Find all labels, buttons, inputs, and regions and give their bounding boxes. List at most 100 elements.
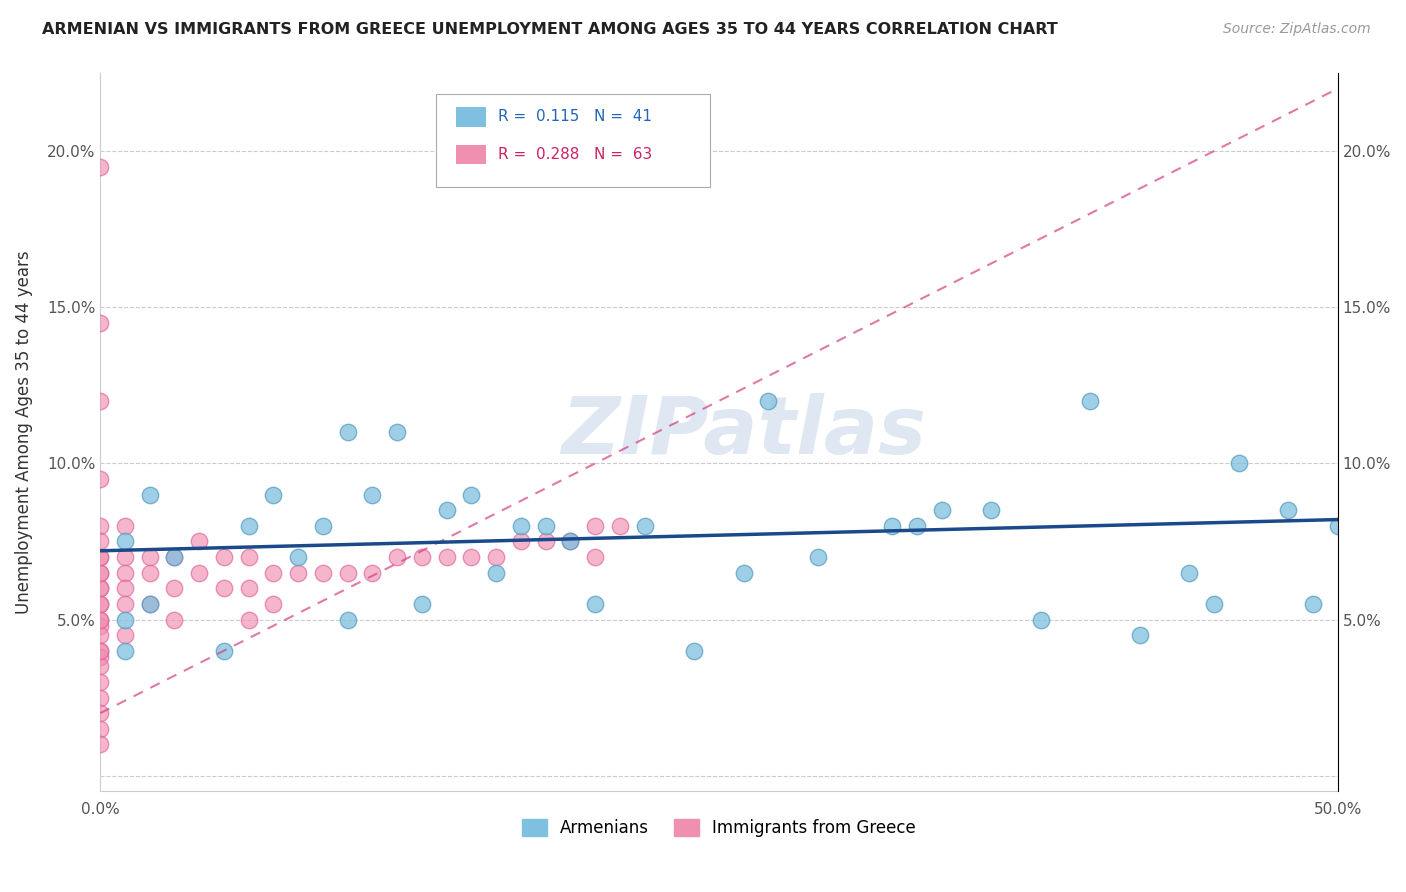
Point [238,613,260,627]
Point [89,597,111,611]
Point [262,566,284,580]
Point [89,582,111,596]
Point [560,534,582,549]
Point [583,597,606,611]
Point [807,549,830,564]
Point [1302,597,1324,611]
Point [905,518,928,533]
Point [212,582,235,596]
Point [583,518,606,533]
Point [1202,597,1225,611]
Point [114,613,136,627]
Point [89,644,111,658]
Point [89,613,111,627]
Point [238,582,260,596]
Point [312,518,335,533]
Point [114,582,136,596]
Point [1326,518,1348,533]
Point [89,518,111,533]
Point [287,566,309,580]
Point [485,566,508,580]
Point [238,518,260,533]
Point [882,518,904,533]
Point [114,644,136,658]
Point [138,597,160,611]
Point [89,613,111,627]
Point [1129,628,1152,642]
Point [89,316,111,330]
Point [89,738,111,752]
Point [287,549,309,564]
Point [262,597,284,611]
Point [509,534,531,549]
Point [436,503,458,517]
Point [460,549,482,564]
Point [460,487,482,501]
Point [361,487,384,501]
Legend: Armenians, Immigrants from Greece: Armenians, Immigrants from Greece [515,813,922,844]
Point [163,549,186,564]
Point [89,549,111,564]
Point [114,549,136,564]
Point [509,518,531,533]
Point [1277,503,1299,517]
Point [89,393,111,408]
Point [583,549,606,564]
Point [931,503,953,517]
Point [385,549,408,564]
Point [1078,393,1101,408]
Point [336,566,359,580]
Point [212,549,235,564]
Point [89,566,111,580]
Point [1178,566,1201,580]
Point [758,393,780,408]
Point [336,613,359,627]
Text: R =  0.115   N =  41: R = 0.115 N = 41 [498,110,652,124]
Text: R =  0.288   N =  63: R = 0.288 N = 63 [498,147,652,161]
Point [89,597,111,611]
Y-axis label: Unemployment Among Ages 35 to 44 years: Unemployment Among Ages 35 to 44 years [15,251,32,614]
Point [89,690,111,705]
Point [114,518,136,533]
Point [534,518,557,533]
Point [212,644,235,658]
Point [89,628,111,642]
Text: ZIPatlas: ZIPatlas [561,393,927,471]
Text: Source: ZipAtlas.com: Source: ZipAtlas.com [1223,22,1371,37]
Point [138,597,160,611]
Point [89,160,111,174]
Text: ARMENIAN VS IMMIGRANTS FROM GREECE UNEMPLOYMENT AMONG AGES 35 TO 44 YEARS CORREL: ARMENIAN VS IMMIGRANTS FROM GREECE UNEMP… [42,22,1057,37]
Point [485,549,508,564]
Point [138,549,160,564]
Point [114,534,136,549]
Point [114,597,136,611]
Point [89,549,111,564]
Point [163,613,186,627]
Point [89,619,111,633]
Point [534,534,557,549]
Point [411,549,433,564]
Point [609,518,631,533]
Point [312,566,335,580]
Point [138,566,160,580]
Point [436,549,458,564]
Point [114,566,136,580]
Point [361,566,384,580]
Point [385,425,408,439]
Point [89,534,111,549]
Point [89,722,111,736]
Point [89,675,111,690]
Point [411,597,433,611]
Point [1029,613,1052,627]
Point [114,628,136,642]
Point [336,425,359,439]
Point [634,518,657,533]
Point [163,549,186,564]
Point [733,566,755,580]
Point [89,582,111,596]
Point [980,503,1002,517]
Point [188,534,211,549]
Point [89,650,111,665]
Point [89,566,111,580]
Point [188,566,211,580]
